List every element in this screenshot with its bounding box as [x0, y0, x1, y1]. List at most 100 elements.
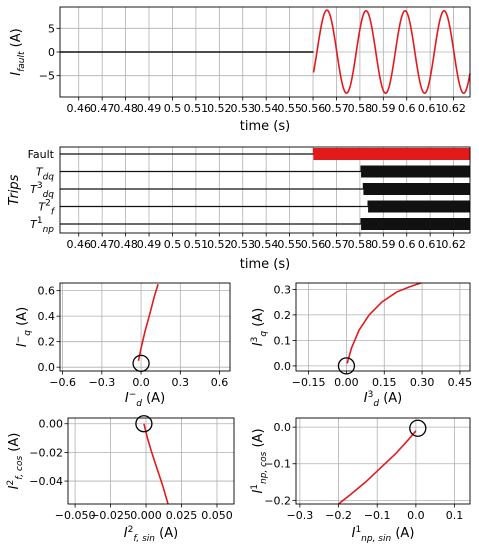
- p6-ytick-label: −0.2: [264, 494, 291, 507]
- p2-xtick-label: 0.5: [164, 238, 182, 251]
- p5-xlabel: I2f, sin (A): [124, 525, 178, 544]
- p6-ytick-label: 0.0: [274, 421, 292, 434]
- p6-start-circle: [409, 419, 427, 437]
- p2-row-label: T2f: [38, 199, 55, 218]
- p3-ytick-label: 0.0: [38, 361, 56, 374]
- p6-xtick-label: −0.3: [287, 509, 314, 522]
- p4-xtick-label: −0.15: [292, 376, 326, 389]
- p6-xtick-label: −0.2: [325, 509, 352, 522]
- p6-xtick-label: 0.1: [446, 509, 464, 522]
- p3-xtick-label: 0.6: [211, 376, 229, 389]
- p1-ytick-label: −5: [39, 70, 55, 83]
- p2-xlabel: time (s): [240, 257, 290, 272]
- p2-trip-bar: [361, 218, 470, 230]
- p4-xtick-label: 0.15: [372, 376, 397, 389]
- p6-ytick-label: −0.1: [264, 458, 291, 471]
- p6-trajectory-line: [338, 430, 417, 505]
- p3-xtick-label: −0.6: [49, 376, 76, 389]
- p3-ylabel: I−q (A): [14, 307, 33, 347]
- p2-xtick-label: 0.59: [371, 238, 396, 251]
- p5-ytick-label: −0.02: [29, 446, 63, 459]
- p2-row-label: T3dq: [30, 181, 54, 200]
- p6-ylabel: I1np, cos (A): [250, 428, 269, 493]
- p1-xtick-label: 0.53: [230, 102, 255, 115]
- p2-xtick-label: 0.47: [90, 238, 115, 251]
- p4-ytick-label: 0.3: [274, 283, 292, 296]
- p2-xtick-label: 0.61: [418, 238, 443, 251]
- p3-ytick-label: 0.4: [38, 310, 56, 323]
- p2-row-label: T1np: [30, 216, 54, 235]
- p2-xtick-label: 0.58: [348, 238, 373, 251]
- p4-xtick-label: 0.00: [334, 376, 359, 389]
- p1-xlabel: time (s): [240, 119, 290, 134]
- p4-ytick-label: 0.1: [274, 334, 292, 347]
- p5-start-circle: [135, 415, 153, 433]
- p4-ytick-label: 0.2: [274, 309, 292, 322]
- p2-frame: [59, 146, 471, 234]
- p6-xlabel: I1np, sin (A): [352, 525, 415, 544]
- p2-ylabel: Trips: [7, 174, 22, 205]
- p6-frame: [295, 417, 471, 505]
- p2-xtick-label: 0.51: [184, 238, 209, 251]
- p1-ylabel: Ifault (A): [9, 28, 27, 75]
- p1-xtick-label: 0.56: [301, 102, 326, 115]
- p2-xtick-label: 0.46: [66, 238, 91, 251]
- p2-trip-bar: [368, 200, 470, 213]
- p2-xtick-label: 0.48: [113, 238, 138, 251]
- p2-xtick-label: 0.49: [137, 238, 162, 251]
- p5-ylabel: I2f, cos (A): [6, 433, 25, 490]
- p6-xtick-label: 0.0: [407, 509, 425, 522]
- p5-xtick-label: −0.025: [90, 509, 131, 522]
- p5-xtick-label: 0.050: [201, 509, 233, 522]
- p3-xlabel: I−d (A): [125, 390, 165, 409]
- p1-xtick-label: 0.47: [90, 102, 115, 115]
- p1-xtick-label: 0.51: [184, 102, 209, 115]
- p3-trajectory-line: [137, 284, 159, 361]
- p1-fault-current-line: [312, 9, 471, 95]
- p2-trip-bar: [363, 183, 470, 195]
- p2-trip-bar: [361, 165, 470, 178]
- p2-row-label: Tdq: [36, 166, 54, 183]
- p2-xtick-label: 0.52: [207, 238, 232, 251]
- p2-row-label: Fault: [28, 148, 55, 161]
- p3-xtick-label: 0.3: [172, 376, 190, 389]
- p5-xtick-label: −0.050: [55, 509, 96, 522]
- p5-ytick-label: −0.04: [29, 475, 63, 488]
- p4-ytick-label: 0.0: [274, 360, 292, 373]
- p2-xtick-label: 0.54: [254, 238, 279, 251]
- p3-xtick-label: −0.3: [88, 376, 115, 389]
- p2-xtick-label: 0.55: [277, 238, 302, 251]
- p5-xtick-label: 0.025: [166, 509, 198, 522]
- p2-xtick-label: 0.6: [398, 238, 416, 251]
- p2-xtick-label: 0.57: [324, 238, 349, 251]
- p1-xtick-label: 0.46: [66, 102, 91, 115]
- p1-xtick-label: 0.59: [371, 102, 396, 115]
- p6-xtick-label: −0.1: [364, 509, 391, 522]
- p4-xlabel: I3d (A): [364, 390, 402, 409]
- p4-xtick-label: 0.45: [448, 376, 473, 389]
- p1-xtick-label: 0.48: [113, 102, 138, 115]
- p2-trip-bar: [313, 148, 470, 160]
- p1-xtick-label: 0.55: [277, 102, 302, 115]
- p2-xtick-label: 0.56: [301, 238, 326, 251]
- p4-frame: [295, 282, 471, 372]
- p3-frame: [59, 282, 231, 372]
- p1-xtick-label: 0.49: [137, 102, 162, 115]
- p3-ytick-label: 0.2: [38, 336, 56, 349]
- p1-ytick-label: 5: [48, 22, 55, 35]
- p3-ytick-label: 0.6: [38, 285, 56, 298]
- p1-xtick-label: 0.62: [441, 102, 466, 115]
- p5-frame: [67, 417, 235, 505]
- p1-xtick-label: 0.54: [254, 102, 279, 115]
- p1-xtick-label: 0.58: [348, 102, 373, 115]
- p1-xtick-label: 0.61: [418, 102, 443, 115]
- p3-xtick-label: 0.0: [132, 376, 150, 389]
- p1-xtick-label: 0.52: [207, 102, 232, 115]
- p1-ytick-label: 0: [48, 46, 55, 59]
- p5-xtick-label: 0.000: [130, 509, 162, 522]
- p2-xtick-label: 0.62: [441, 238, 466, 251]
- p1-xtick-label: 0.6: [398, 102, 416, 115]
- p4-xtick-label: 0.30: [410, 376, 435, 389]
- p1-xtick-label: 0.5: [164, 102, 182, 115]
